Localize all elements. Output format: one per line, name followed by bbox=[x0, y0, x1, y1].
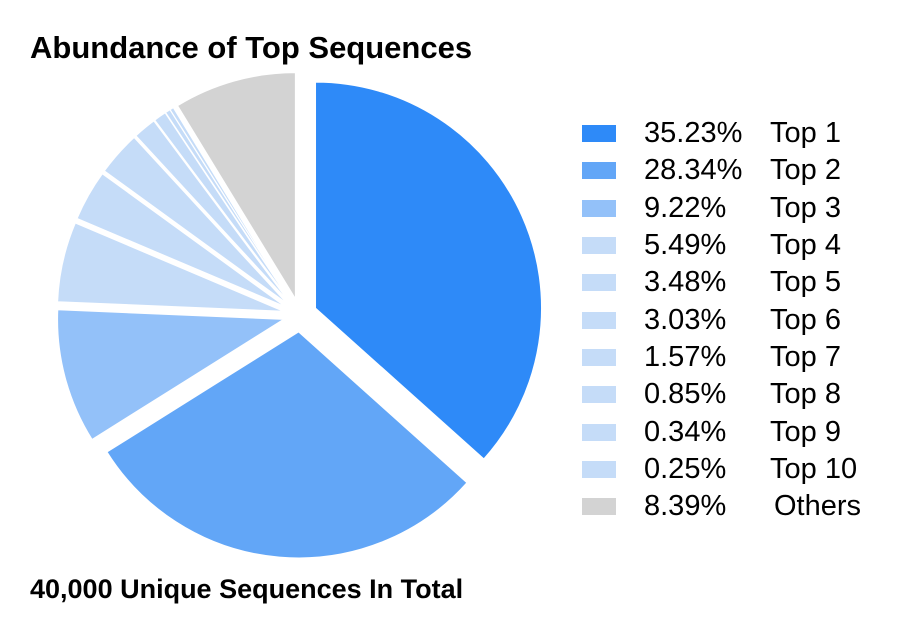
legend-label: Top 1 bbox=[770, 117, 841, 150]
legend-percent: 0.25% bbox=[644, 452, 727, 485]
legend-item: 0.34% Top 9 bbox=[582, 413, 861, 450]
pie-slice-top-10 bbox=[169, 106, 292, 301]
legend-percent: 3.48% bbox=[644, 266, 727, 299]
chart-title: Abundance of Top Sequences bbox=[30, 30, 473, 65]
legend-percent: 1.57% bbox=[644, 340, 727, 373]
legend-percent: 35.23% bbox=[644, 117, 743, 150]
pie-slice-top-2 bbox=[106, 331, 468, 559]
legend-item: 35.23% Top 1 bbox=[582, 115, 861, 152]
legend: 35.23% Top 1 28.34% Top 2 9.22% Top 3 5.49% Top… bbox=[582, 115, 861, 525]
legend-percent: 0.85% bbox=[644, 378, 727, 411]
legend-item: 1.57% Top 7 bbox=[582, 339, 861, 376]
legend-swatch bbox=[582, 423, 616, 441]
legend-label: Top 7 bbox=[770, 340, 841, 373]
pie-slice-top-6 bbox=[103, 136, 288, 305]
legend-swatch bbox=[582, 311, 616, 329]
legend-percent: 9.22% bbox=[644, 191, 727, 224]
legend-label: Top 3 bbox=[770, 191, 841, 224]
pie-slice-top-5 bbox=[76, 173, 286, 308]
legend-swatch bbox=[582, 498, 616, 516]
legend-swatch bbox=[582, 199, 616, 217]
legend-label: Top 5 bbox=[770, 266, 841, 299]
pie-chart bbox=[57, 72, 542, 559]
legend-swatch bbox=[582, 386, 616, 404]
legend-percent: 0.34% bbox=[644, 415, 727, 448]
legend-item: 0.25% Top 10 bbox=[582, 451, 861, 488]
legend-item: 3.48% Top 5 bbox=[582, 264, 861, 301]
pie-slice-top-3 bbox=[57, 309, 286, 441]
legend-percent: 5.49% bbox=[644, 229, 727, 262]
legend-item: 9.22% Top 3 bbox=[582, 190, 861, 227]
legend-swatch bbox=[582, 274, 616, 292]
legend-item: 3.03% Top 6 bbox=[582, 301, 861, 338]
pie-slice-top-8 bbox=[154, 112, 291, 302]
pie-slice-top-4 bbox=[57, 222, 284, 312]
pie-slice-top-7 bbox=[135, 120, 290, 303]
legend-label: Top 10 bbox=[770, 452, 858, 485]
chart-footer: 40,000 Unique Sequences In Total bbox=[30, 574, 464, 604]
legend-swatch bbox=[582, 125, 616, 143]
legend-label: Top 2 bbox=[770, 154, 841, 187]
legend-label: Top 4 bbox=[770, 229, 841, 262]
legend-swatch bbox=[582, 348, 616, 366]
legend-label: Top 6 bbox=[770, 303, 841, 336]
legend-swatch bbox=[582, 460, 616, 478]
legend-item: 5.49% Top 4 bbox=[582, 227, 861, 264]
legend-swatch bbox=[582, 162, 616, 180]
legend-item: 28.34% Top 2 bbox=[582, 152, 861, 189]
pie-slice-others bbox=[176, 72, 296, 301]
legend-label: Others bbox=[774, 490, 862, 523]
legend-label: Top 8 bbox=[770, 378, 841, 411]
legend-label: Top 9 bbox=[770, 415, 841, 448]
pie-slice-top-1 bbox=[315, 81, 542, 460]
legend-percent: 28.34% bbox=[644, 154, 743, 187]
legend-swatch bbox=[582, 237, 616, 255]
legend-percent: 3.03% bbox=[644, 303, 727, 336]
legend-item: 0.85% Top 8 bbox=[582, 376, 861, 413]
legend-item: 8.39% Others bbox=[582, 488, 861, 525]
legend-percent: 8.39% bbox=[644, 490, 727, 523]
